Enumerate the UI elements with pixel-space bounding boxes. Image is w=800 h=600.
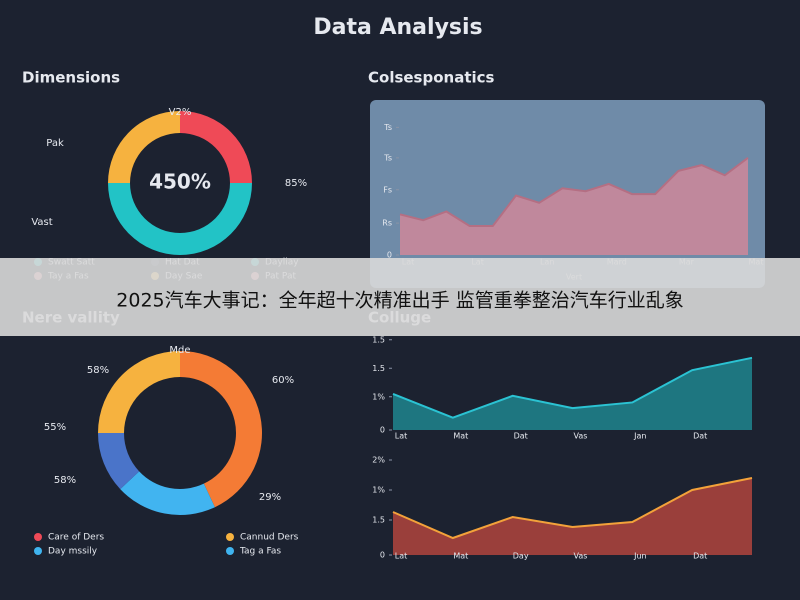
donut-segment [120,471,215,515]
legend-swatch [226,533,234,541]
annotation: 55% [44,422,66,433]
annotation: 58% [87,365,109,376]
y-tick-label: 0 [387,251,392,260]
y-tick-label: Ts [383,123,392,132]
banner-bg [0,258,800,336]
annotation: Mde [169,345,190,356]
line [392,356,753,419]
x-tick-label: Vas [574,552,588,561]
y-tick-label: 1.5 [372,335,385,344]
y-tick-label: Ts [383,153,392,162]
chart-title: Dimensions [22,69,120,87]
annotation: 29% [259,492,281,503]
x-tick-label: Lat [395,432,408,441]
annotation: V2% [169,107,192,118]
x-tick-label: Day [513,552,529,561]
x-tick-label: Jun [633,552,647,561]
x-tick-label: Jan [633,432,646,441]
banner-text: 2025汽车大事记：全年超十次精准出手 监管重拳整治汽车行业乱象 [116,290,683,312]
legend-label: Cannud Ders [240,533,299,543]
x-tick-label: Mat [453,552,468,561]
y-tick-label: 1% [372,392,385,401]
y-tick-label: Fs [383,185,392,194]
annotation: Pak [46,138,64,149]
line [392,477,753,540]
y-tick-label: 2% [372,456,385,465]
annotation: 60% [272,375,294,386]
y-tick-label: 1% [372,486,385,495]
x-tick-label: Lat [395,552,408,561]
x-tick-label: Dat [693,432,707,441]
annotation: 85% [285,178,307,189]
donut-segment [180,351,262,508]
legend-swatch [226,547,234,555]
donut-segment [98,433,140,490]
y-tick-label: 1.5 [372,516,385,525]
chart-title: Colsesponatics [368,69,495,87]
donut-segment [180,111,252,183]
y-tick-label: 0 [380,551,385,560]
page-title: Data Analysis [313,15,482,40]
annotation: 58% [54,475,76,486]
donut-segment [108,111,180,183]
area [393,357,752,430]
area [400,157,748,255]
x-tick-label: Vas [574,432,588,441]
y-tick-label: 1.5 [372,364,385,373]
x-tick-label: Mat [453,432,468,441]
center-label: 450% [149,170,211,194]
x-tick-label: Dat [514,432,528,441]
line [399,157,749,227]
legend-label: Day mssily [48,547,98,557]
x-tick-label: Dat [693,552,707,561]
donut-segment [108,183,252,255]
legend-swatch [34,533,42,541]
y-tick-label: 0 [380,426,385,435]
legend-label: Care of Ders [48,533,104,543]
donut-segment [98,351,180,433]
legend-label: Tag a Fas [239,547,281,557]
y-tick-label: Rs [382,219,392,228]
area [393,478,752,555]
legend-swatch [34,547,42,555]
annotation: Vast [31,217,52,228]
